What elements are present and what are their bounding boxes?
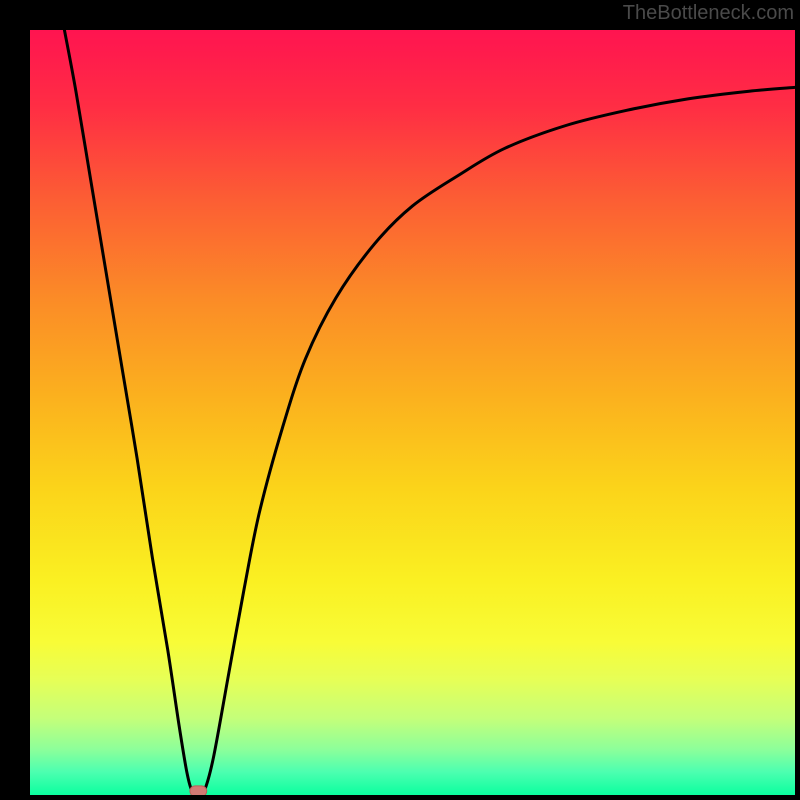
bottleneck-curve: [64, 30, 795, 794]
minimum-marker: [190, 786, 207, 795]
curve-layer: [30, 30, 795, 795]
plot-area: [30, 30, 795, 795]
chart-container: { "watermark": { "text": "TheBottleneck.…: [0, 0, 800, 800]
watermark-text: TheBottleneck.com: [623, 2, 794, 25]
